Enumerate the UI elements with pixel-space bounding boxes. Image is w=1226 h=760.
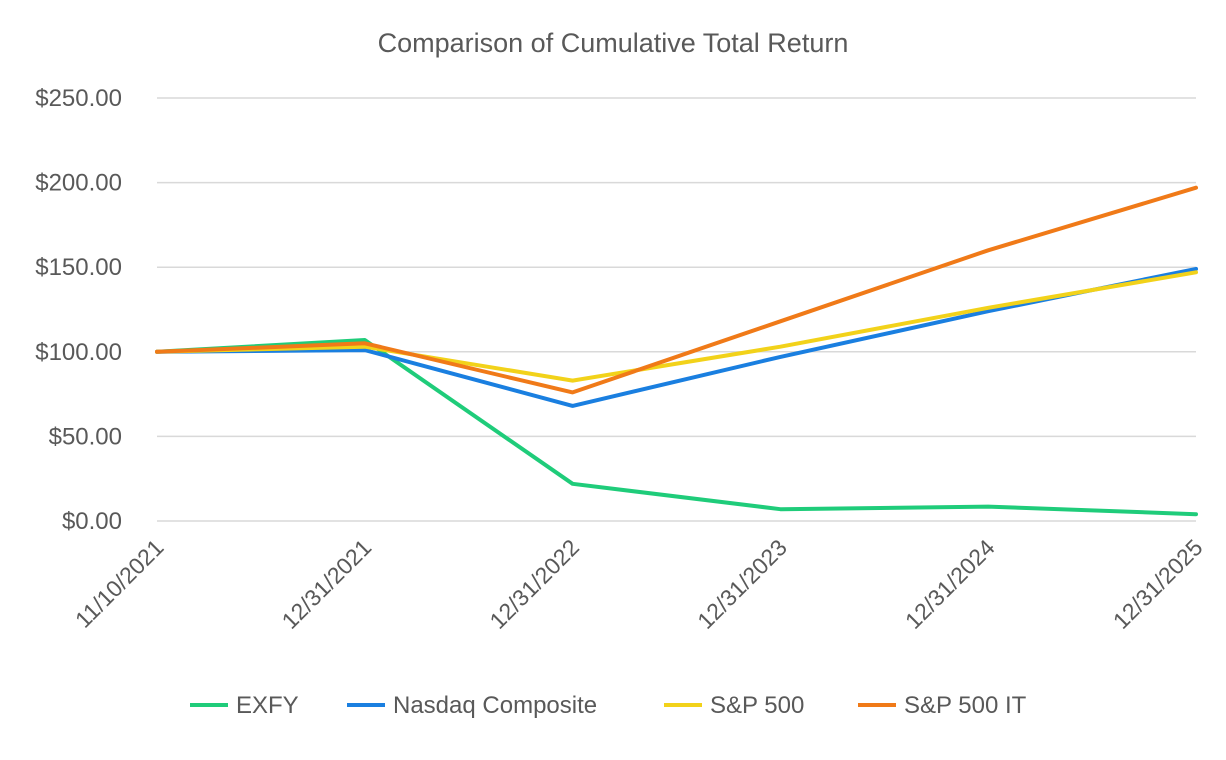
- x-tick-label: 12/31/2022: [484, 534, 584, 634]
- legend-item: S&P 500: [664, 692, 804, 719]
- x-tick-label: 12/31/2021: [277, 534, 377, 634]
- legend-label: S&P 500 IT: [904, 692, 1027, 719]
- series-line-nasdaq-composite: [155, 266, 1198, 408]
- y-tick-label: $150.00: [35, 254, 122, 281]
- legend-label: S&P 500: [710, 692, 804, 719]
- legend-label: Nasdaq Composite: [393, 692, 597, 719]
- legend-item: EXFY: [190, 692, 299, 719]
- chart-title: Comparison of Cumulative Total Return: [378, 28, 849, 58]
- y-tick-label: $200.00: [35, 170, 122, 197]
- y-tick-label: $0.00: [62, 508, 122, 535]
- legend-label: EXFY: [236, 692, 299, 719]
- x-tick-label: 12/31/2023: [692, 534, 792, 634]
- legend-item: Nasdaq Composite: [347, 692, 597, 719]
- x-tick-label: 11/10/2021: [70, 534, 169, 633]
- legend-item: S&P 500 IT: [858, 692, 1027, 719]
- series-line-exfy: [155, 338, 1198, 517]
- y-tick-label: $50.00: [49, 423, 122, 450]
- series-lines: [155, 185, 1198, 517]
- series-line-s-p-500-it: [155, 185, 1198, 395]
- x-tick-label: 12/31/2024: [900, 534, 1000, 634]
- x-tick-label: 12/31/2025: [1108, 534, 1208, 634]
- gridlines: [157, 97, 1196, 522]
- x-axis-ticks: 11/10/2021 12/31/2021 12/31/2022 12/31/2023…: [70, 534, 1208, 634]
- legend: EXFY Nasdaq Composite S&P 500 S&P 500 IT: [190, 692, 1027, 719]
- y-axis-ticks: $0.00 $50.00 $100.00 $150.00 $200.00 $250.00: [35, 85, 122, 535]
- series-line-s-p-500: [155, 270, 1198, 383]
- y-tick-label: $100.00: [35, 339, 122, 366]
- y-tick-label: $250.00: [35, 85, 122, 112]
